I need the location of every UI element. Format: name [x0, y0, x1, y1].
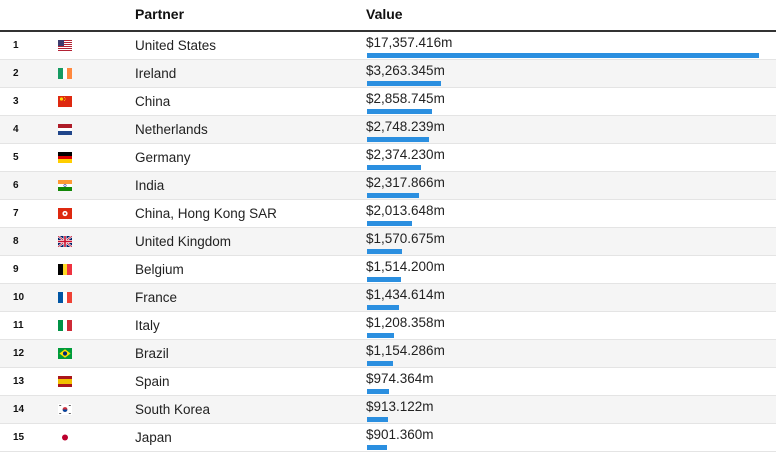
value-bar [367, 277, 402, 282]
cn-flag-icon [58, 96, 72, 107]
table-row: 3 China $2,858.745m [0, 88, 776, 116]
table-row: 1 United States $17,357.416m [0, 32, 776, 60]
partner-name: Netherlands [135, 122, 208, 137]
partner-name: Japan [135, 430, 172, 445]
value-label: $1,570.675m [366, 231, 445, 246]
partner-name: United Kingdom [135, 234, 232, 249]
table-row: 13 Spain $974.364m [0, 368, 776, 396]
in-flag-icon [58, 180, 72, 191]
value-bar [367, 445, 388, 450]
table-row: 4 Netherlands $2,748.239m [0, 116, 776, 144]
value-bar [367, 249, 403, 254]
partner-name: Ireland [135, 66, 177, 81]
partner-name: Germany [135, 150, 191, 165]
partner-column-header: Partner [135, 6, 185, 22]
value-label: $974.364m [366, 371, 434, 386]
table-header: Partner Value [0, 0, 776, 32]
hk-flag-icon [58, 208, 72, 219]
value-label: $2,858.745m [366, 91, 445, 106]
partner-name: France [135, 290, 178, 305]
table-row: 7 China, Hong Kong SAR $2,013.648m [0, 200, 776, 228]
partner-name: China [135, 94, 171, 109]
value-label: $913.122m [366, 399, 434, 414]
kr-flag-icon [58, 404, 72, 415]
it-flag-icon [58, 320, 72, 331]
de-flag-icon [58, 152, 72, 163]
rank-label: 5 [13, 152, 19, 163]
rank-label: 6 [13, 180, 19, 191]
partner-name: Brazil [135, 346, 169, 361]
partner-name: United States [135, 38, 217, 53]
value-bar [367, 137, 430, 142]
value-column-header: Value [366, 6, 403, 22]
rank-label: 9 [13, 264, 19, 275]
value-bar [367, 361, 394, 366]
table-row: 5 Germany $2,374.230m [0, 144, 776, 172]
table-row: 15 Japan $901.360m [0, 424, 776, 452]
value-bar [367, 81, 441, 86]
rank-label: 14 [13, 404, 25, 415]
value-label: $3,263.345m [366, 63, 445, 78]
rank-label: 8 [13, 236, 19, 247]
br-flag-icon [58, 348, 72, 359]
rank-label: 11 [13, 320, 24, 331]
value-bar [367, 305, 400, 310]
value-label: $2,013.648m [366, 203, 445, 218]
rank-label: 7 [13, 208, 19, 219]
value-label: $901.360m [366, 427, 434, 442]
value-bar [367, 109, 432, 114]
ie-flag-icon [58, 68, 72, 79]
table-row: 8 United Kingdom $1,570.675m [0, 228, 776, 256]
rank-label: 15 [13, 432, 25, 443]
partner-name: South Korea [135, 402, 211, 417]
partner-name: China, Hong Kong SAR [135, 206, 277, 221]
table-row: 9 Belgium $1,514.200m [0, 256, 776, 284]
nl-flag-icon [58, 124, 72, 135]
be-flag-icon [58, 264, 72, 275]
rank-label: 2 [13, 68, 19, 79]
rank-label: 4 [13, 124, 19, 135]
value-label: $2,748.239m [366, 119, 445, 134]
table-row: 12 Brazil $1,154.286m [0, 340, 776, 368]
value-bar [367, 193, 420, 198]
value-label: $17,357.416m [366, 35, 453, 50]
partner-name: Belgium [135, 262, 184, 277]
value-label: $2,374.230m [366, 147, 445, 162]
value-label: $1,434.614m [366, 287, 445, 302]
partner-name: Italy [135, 318, 160, 333]
table-row: 10 France $1,434.614m [0, 284, 776, 312]
value-label: $1,208.358m [366, 315, 445, 330]
rank-label: 12 [13, 348, 25, 359]
table-body: 1 United States $17,357.416m 2 Ireland $3,263… [0, 32, 776, 452]
us-flag-icon [58, 40, 72, 51]
table-row: 14 South Korea $913.122m [0, 396, 776, 424]
rank-label: 13 [13, 376, 25, 387]
partner-name: India [135, 178, 165, 193]
es-flag-icon [58, 376, 72, 387]
table-row: 2 Ireland $3,263.345m [0, 60, 776, 88]
fr-flag-icon [58, 292, 72, 303]
value-bar [367, 389, 389, 394]
value-bar [367, 221, 413, 226]
rank-label: 3 [13, 96, 19, 107]
value-label: $2,317.866m [366, 175, 445, 190]
rank-label: 10 [13, 292, 25, 303]
value-bar [367, 165, 421, 170]
partner-name: Spain [135, 374, 170, 389]
value-bar [367, 53, 759, 58]
table-row: 6 India $2,317.866m [0, 172, 776, 200]
value-bar [367, 417, 388, 422]
value-label: $1,154.286m [366, 343, 445, 358]
table-row: 11 Italy $1,208.358m [0, 312, 776, 340]
partner-value-table: Partner Value 1 United States $17,357.416m… [0, 0, 776, 452]
value-label: $1,514.200m [366, 259, 445, 274]
jp-flag-icon [58, 432, 72, 443]
gb-flag-icon [58, 236, 72, 247]
rank-label: 1 [13, 40, 19, 51]
value-bar [367, 333, 395, 338]
